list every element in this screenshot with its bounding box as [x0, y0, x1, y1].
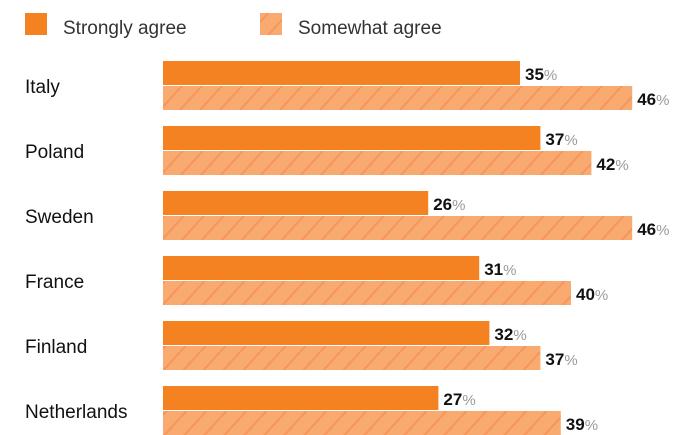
bar-strongly-agree-poland: [163, 126, 541, 150]
data-label-suffix: %: [462, 392, 475, 409]
data-label-value: 37: [545, 130, 564, 149]
data-label-somewhat-agree-france: 40%: [576, 285, 608, 304]
category-label: Finland: [25, 337, 87, 358]
bar-strongly-agree-finland: [163, 321, 490, 345]
data-label-suffix: %: [656, 222, 669, 239]
data-label-value: 42: [596, 155, 615, 174]
category-label: Italy: [25, 77, 60, 98]
data-label-value: 27: [443, 390, 462, 409]
bar-strongly-agree-sweden: [163, 191, 429, 215]
data-label-value: 32: [494, 325, 513, 344]
data-label-value: 46: [637, 220, 656, 239]
data-label-strongly-agree-poland: 37%: [545, 130, 577, 149]
data-label-value: 46: [637, 90, 656, 109]
data-label-somewhat-agree-italy: 46%: [637, 90, 669, 109]
legend-swatch-somewhat-agree: [260, 13, 282, 35]
data-label-strongly-agree-sweden: 26%: [433, 195, 465, 214]
bar-strongly-agree-italy: [163, 61, 520, 85]
data-label-value: 40: [576, 285, 595, 304]
data-label-value: 26: [433, 195, 452, 214]
data-label-value: 37: [545, 350, 564, 369]
data-label-suffix: %: [656, 92, 669, 109]
legend-label-somewhat-agree: Somewhat agree: [298, 18, 442, 39]
data-label-suffix: %: [615, 157, 628, 174]
data-label-suffix: %: [564, 352, 577, 369]
legend-label-strongly-agree: Strongly agree: [63, 18, 187, 39]
bar-somewhat-agree-italy: [163, 86, 633, 110]
data-label-somewhat-agree-netherlands: 39%: [566, 415, 598, 434]
legend: Strongly agree Somewhat agree: [25, 13, 442, 39]
data-label-somewhat-agree-finland: 37%: [545, 350, 577, 369]
bar-strongly-agree-netherlands: [163, 386, 439, 410]
category-label: Netherlands: [25, 402, 127, 423]
bar-somewhat-agree-netherlands: [163, 411, 561, 435]
data-label-somewhat-agree-poland: 42%: [596, 155, 628, 174]
data-label-suffix: %: [585, 417, 598, 434]
legend-item-strongly-agree: Strongly agree: [25, 13, 187, 39]
plot-area: Italy35%46%Poland37%42%Sweden26%46%Franc…: [25, 61, 669, 435]
bar-strongly-agree-france: [163, 256, 480, 280]
data-label-strongly-agree-italy: 35%: [525, 65, 557, 84]
data-label-suffix: %: [595, 287, 608, 304]
bar-somewhat-agree-finland: [163, 346, 541, 370]
data-label-suffix: %: [544, 67, 557, 84]
data-label-suffix: %: [513, 327, 526, 344]
bar-somewhat-agree-poland: [163, 151, 592, 175]
category-label: Poland: [25, 142, 84, 163]
data-label-suffix: %: [503, 262, 516, 279]
data-label-strongly-agree-netherlands: 27%: [443, 390, 475, 409]
category-label: Sweden: [25, 207, 94, 228]
category-label: France: [25, 272, 84, 293]
data-label-strongly-agree-finland: 32%: [494, 325, 526, 344]
legend-item-somewhat-agree: Somewhat agree: [260, 13, 442, 39]
data-label-value: 35: [525, 65, 544, 84]
data-label-strongly-agree-france: 31%: [484, 260, 516, 279]
data-label-somewhat-agree-sweden: 46%: [637, 220, 669, 239]
legend-swatch-strongly-agree: [25, 13, 47, 35]
data-label-suffix: %: [452, 197, 465, 214]
data-label-value: 31: [484, 260, 503, 279]
data-label-suffix: %: [564, 132, 577, 149]
bar-somewhat-agree-france: [163, 281, 571, 305]
bar-somewhat-agree-sweden: [163, 216, 633, 240]
data-label-value: 39: [566, 415, 585, 434]
